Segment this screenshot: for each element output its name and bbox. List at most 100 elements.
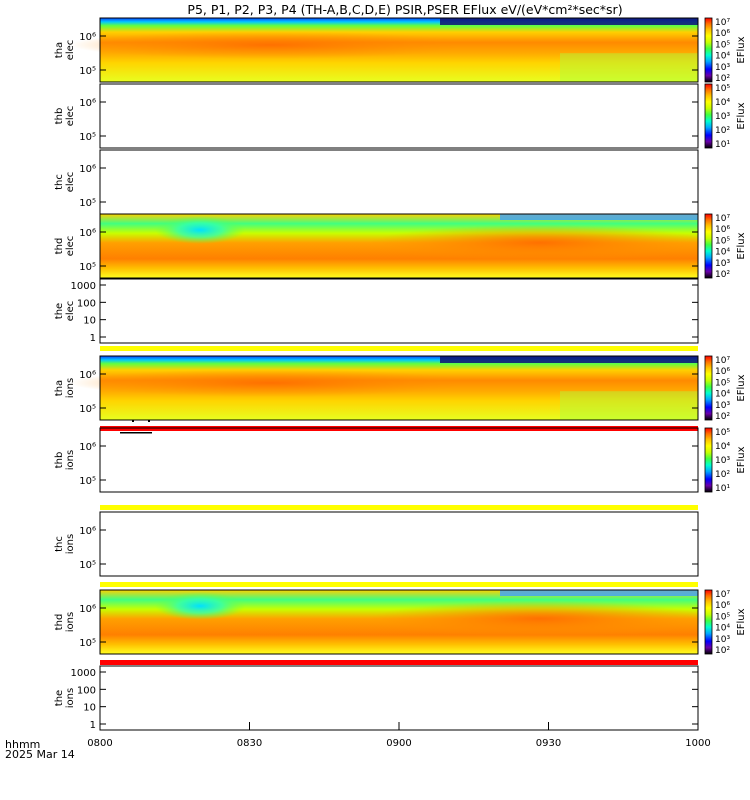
panel-label: elec bbox=[65, 236, 76, 257]
y-tick-label: 10⁵ bbox=[79, 262, 96, 273]
y-tick-label: 1 bbox=[90, 333, 96, 344]
status-bar-red bbox=[100, 660, 698, 665]
y-tick-label: 10⁶ bbox=[79, 32, 96, 43]
y-tick-label: 10 bbox=[83, 703, 96, 714]
x-tick-label: 0830 bbox=[237, 738, 262, 749]
cyan-blob bbox=[155, 216, 245, 244]
dark-band bbox=[440, 356, 698, 363]
marker-dot bbox=[132, 420, 134, 422]
colorbar-label: EFlux bbox=[736, 102, 747, 129]
colorbar-label: EFlux bbox=[736, 36, 747, 63]
panel-frame bbox=[99, 665, 699, 731]
panel-label: elec bbox=[65, 172, 76, 193]
colorbar-tick-label: 10⁴ bbox=[715, 442, 730, 452]
panel-label: elec bbox=[65, 40, 76, 61]
y-tick-label: 10⁵ bbox=[79, 560, 96, 571]
panel-frame bbox=[99, 355, 699, 421]
chart-title: P5, P1, P2, P3, P4 (TH-A,B,C,D,E) PSIR,P… bbox=[187, 2, 622, 17]
panel-label: the bbox=[54, 690, 65, 706]
blue-band bbox=[500, 214, 698, 220]
y-tick-label: 1000 bbox=[71, 281, 96, 292]
colorbar-tick-label: 10⁶ bbox=[715, 601, 730, 611]
panel-frame bbox=[99, 511, 699, 577]
colorbar-tick-label: 10⁵ bbox=[715, 378, 730, 388]
colorbar-tick-label: 10² bbox=[715, 646, 730, 656]
footer-hhmm: hhmm bbox=[5, 738, 40, 751]
colorbar-tick-label: 10³ bbox=[715, 112, 730, 122]
cyan-blob bbox=[155, 592, 245, 620]
panel-frame bbox=[99, 149, 699, 215]
y-tick-label: 10⁵ bbox=[79, 66, 96, 77]
y-tick-label: 10⁶ bbox=[79, 98, 96, 109]
y-tick-label: 1 bbox=[90, 720, 96, 731]
colorbar-tick-label: 10³ bbox=[715, 635, 730, 645]
y-tick-label: 10⁵ bbox=[79, 404, 96, 415]
colorbar-tick-label: 10⁶ bbox=[715, 225, 730, 235]
colorbar-tick-label: 10² bbox=[715, 470, 730, 480]
y-tick-label: 100 bbox=[77, 298, 96, 309]
colorbar-tick-label: 10³ bbox=[715, 401, 730, 411]
panel-label: thb bbox=[54, 452, 65, 469]
dark-band bbox=[440, 18, 698, 25]
x-tick-label: 1000 bbox=[685, 738, 710, 749]
colorbar-tick-label: 10⁵ bbox=[715, 428, 730, 438]
panel-label: ions bbox=[65, 612, 76, 632]
colorbar bbox=[704, 355, 713, 421]
colorbar-tick-label: 10⁴ bbox=[715, 624, 730, 634]
x-tick-label: 0930 bbox=[536, 738, 561, 749]
colorbar-tick-label: 10⁴ bbox=[715, 248, 730, 258]
green-tail bbox=[560, 391, 698, 420]
y-tick-label: 10⁶ bbox=[79, 370, 96, 381]
panel-frame bbox=[99, 427, 699, 493]
panel-thc-ions: 10⁶ 10⁵ thc ions bbox=[54, 511, 699, 577]
orange-band bbox=[370, 224, 710, 261]
marker-dot bbox=[148, 420, 150, 422]
colorbar-tick-label: 10² bbox=[715, 270, 730, 280]
y-tick-label: 1000 bbox=[71, 668, 96, 679]
colorbar-tick-label: 10² bbox=[715, 74, 730, 84]
y-tick-label: 10⁵ bbox=[79, 638, 96, 649]
colorbar-tick-label: 10⁷ bbox=[715, 590, 730, 600]
blue-band bbox=[500, 590, 698, 596]
panel-label: thc bbox=[54, 536, 65, 552]
colorbar-tick-label: 10³ bbox=[715, 63, 730, 73]
panel-label: thb bbox=[54, 108, 65, 125]
colorbar-tick-label: 10⁷ bbox=[715, 356, 730, 366]
colorbar-tick-label: 10¹ bbox=[715, 140, 730, 150]
panel-label: thc bbox=[54, 174, 65, 190]
panel-label: the bbox=[54, 303, 65, 319]
panel-frame bbox=[99, 83, 699, 149]
colorbar-tick-label: 10⁴ bbox=[715, 52, 730, 62]
orange-band bbox=[370, 600, 710, 637]
colorbar-tick-label: 10⁴ bbox=[715, 98, 730, 108]
orange-band bbox=[70, 30, 470, 59]
colorbar-tick-label: 10³ bbox=[715, 259, 730, 269]
x-tick-label: 0800 bbox=[87, 738, 112, 749]
colorbar-tick-label: 10⁵ bbox=[715, 612, 730, 622]
panel-label: thd bbox=[54, 614, 65, 631]
colorbar-tick-label: 10⁵ bbox=[715, 84, 730, 94]
y-tick-label: 10⁶ bbox=[79, 164, 96, 175]
colorbar-tick-label: 10⁴ bbox=[715, 390, 730, 400]
colorbar-label: EFlux bbox=[736, 446, 747, 473]
colorbar bbox=[704, 213, 713, 279]
x-tick-label: 0900 bbox=[386, 738, 411, 749]
colorbar-label: EFlux bbox=[736, 608, 747, 635]
panel-label: ions bbox=[65, 688, 76, 708]
panel-label: ions bbox=[65, 534, 76, 554]
panel-frame bbox=[99, 589, 699, 655]
y-tick-label: 100 bbox=[77, 685, 96, 696]
orange-band bbox=[70, 368, 470, 397]
green-tail bbox=[560, 53, 698, 82]
colorbar-tick-label: 10¹ bbox=[715, 484, 730, 494]
colorbar-tick-label: 10² bbox=[715, 126, 730, 136]
colorbar-tick-label: 10⁶ bbox=[715, 29, 730, 39]
colorbar bbox=[704, 427, 713, 493]
colorbar-tick-label: 10⁵ bbox=[715, 236, 730, 246]
panel-label: ions bbox=[65, 450, 76, 470]
